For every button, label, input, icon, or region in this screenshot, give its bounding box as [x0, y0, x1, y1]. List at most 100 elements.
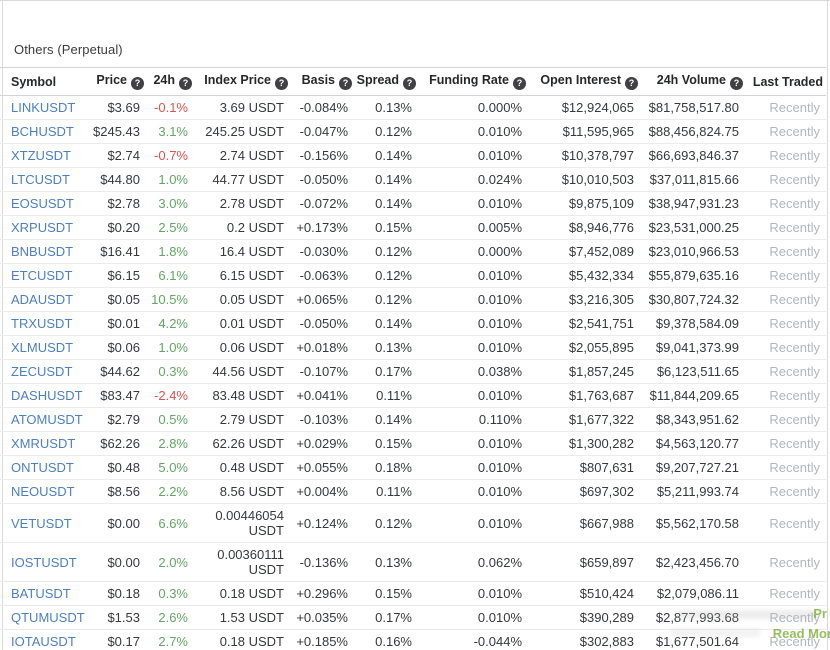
open-interest-cell: $1,763,687 — [528, 383, 640, 408]
table-row: EOSUSDT $2.78 3.0% 2.78 USDT -0.072% 0.1… — [0, 191, 826, 216]
volume-24h-cell: $81,758,517.80 — [640, 95, 745, 120]
funding-rate-cell: 0.010% — [418, 383, 528, 408]
basis-cell: -0.136% — [290, 542, 354, 582]
volume-24h-cell: $4,563,120.77 — [640, 431, 745, 456]
spread-cell: 0.17% — [354, 359, 418, 384]
read-more-link[interactable]: Read Mor — [772, 626, 830, 641]
table-row: ETCUSDT $6.15 6.1% 6.15 USDT -0.063% 0.1… — [0, 263, 826, 288]
index-price-cell: 62.26 USDT — [194, 431, 290, 456]
index-price-cell: 0.00446054 USDT — [194, 503, 290, 543]
table-row: ADAUSDT $0.05 10.5% 0.05 USDT +0.065% 0.… — [0, 287, 826, 312]
volume-24h-cell: $2,079,086.11 — [640, 581, 745, 606]
help-icon[interactable]: ? — [179, 77, 192, 90]
help-icon[interactable]: ? — [403, 77, 416, 90]
basis-cell: +0.018% — [290, 335, 354, 360]
help-icon[interactable]: ? — [625, 77, 638, 90]
table-row: BCHUSDT $245.43 3.1% 245.25 USDT -0.047%… — [0, 119, 826, 144]
col-header-price: Price? — [88, 67, 146, 96]
table-row: QTUMUSDT $1.53 2.6% 1.53 USDT +0.035% 0.… — [0, 605, 826, 630]
funding-rate-cell: 0.010% — [418, 311, 528, 336]
last-traded-cell: Recently — [745, 335, 826, 360]
change-24h-cell: 1.8% — [146, 239, 194, 264]
symbol-link[interactable]: ATOMUSDT — [11, 412, 83, 427]
symbol-link[interactable]: BCHUSDT — [11, 124, 74, 139]
symbol-link[interactable]: XRPUSDT — [11, 220, 74, 235]
last-traded-cell: Recently — [745, 167, 826, 192]
volume-24h-cell: $23,010,966.53 — [640, 239, 745, 264]
help-icon[interactable]: ? — [513, 77, 526, 90]
col-header-funding-rate: Funding Rate? — [418, 67, 528, 96]
last-traded-cell: Recently — [745, 431, 826, 456]
spread-cell: 0.13% — [354, 335, 418, 360]
index-price-cell: 44.56 USDT — [194, 359, 290, 384]
change-24h-cell: 2.2% — [146, 479, 194, 504]
price-cell: $6.15 — [88, 263, 146, 288]
table-row: TRXUSDT $0.01 4.2% 0.01 USDT -0.050% 0.1… — [0, 311, 826, 336]
open-interest-cell: $7,452,089 — [528, 239, 640, 264]
price-cell: $0.17 — [88, 629, 146, 650]
index-price-cell: 83.48 USDT — [194, 383, 290, 408]
change-24h-cell: 0.5% — [146, 407, 194, 432]
open-interest-cell: $390,289 — [528, 605, 640, 630]
price-cell: $2.79 — [88, 407, 146, 432]
symbol-link[interactable]: XMRUSDT — [11, 436, 76, 451]
basis-cell: -0.030% — [290, 239, 354, 264]
open-interest-cell: $2,541,751 — [528, 311, 640, 336]
basis-cell: +0.004% — [290, 479, 354, 504]
index-price-cell: 1.53 USDT — [194, 605, 290, 630]
symbol-link[interactable]: IOTAUSDT — [11, 634, 76, 649]
symbol-link[interactable]: BATUSDT — [11, 586, 71, 601]
volume-24h-cell: $38,947,931.23 — [640, 191, 745, 216]
symbol-link[interactable]: NEOUSDT — [11, 484, 75, 499]
help-icon[interactable]: ? — [339, 77, 352, 90]
help-icon[interactable]: ? — [730, 77, 743, 90]
symbol-link[interactable]: LINKUSDT — [11, 100, 76, 115]
symbol-link[interactable]: QTUMUSDT — [11, 610, 85, 625]
open-interest-cell: $1,857,245 — [528, 359, 640, 384]
symbol-link[interactable]: BNBUSDT — [11, 244, 74, 259]
change-24h-cell: 2.6% — [146, 605, 194, 630]
symbol-link[interactable]: ADAUSDT — [11, 292, 74, 307]
symbol-link[interactable]: EOSUSDT — [11, 196, 74, 211]
symbol-link[interactable]: ZECUSDT — [11, 364, 73, 379]
index-price-cell: 8.56 USDT — [194, 479, 290, 504]
col-header-label: Basis — [301, 73, 335, 87]
symbol-link[interactable]: VETUSDT — [11, 515, 72, 531]
symbol-link[interactable]: TRXUSDT — [11, 316, 73, 331]
basis-cell: -0.050% — [290, 311, 354, 336]
symbol-link[interactable]: IOSTUSDT — [11, 554, 77, 570]
symbol-cell: ETCUSDT — [0, 263, 88, 288]
change-24h-cell: 1.0% — [146, 335, 194, 360]
symbol-link[interactable]: XLMUSDT — [11, 340, 74, 355]
table-row: BATUSDT $0.18 0.3% 0.18 USDT +0.296% 0.1… — [0, 581, 826, 606]
help-icon[interactable]: ? — [131, 77, 144, 90]
basis-cell: +0.041% — [290, 383, 354, 408]
symbol-link[interactable]: LTCUSDT — [11, 172, 70, 187]
spread-cell: 0.14% — [354, 191, 418, 216]
symbol-cell: LTCUSDT — [0, 167, 88, 192]
table-header-row: Symbol Price? 24h? Index Price? Basis? S… — [0, 67, 826, 96]
open-interest-cell: $1,677,322 — [528, 407, 640, 432]
last-traded-cell: Recently — [745, 407, 826, 432]
index-price-cell: 3.69 USDT — [194, 95, 290, 120]
last-traded-cell: Recently — [745, 383, 826, 408]
volume-24h-cell: $23,531,000.25 — [640, 215, 745, 240]
price-cell: $245.43 — [88, 119, 146, 144]
symbol-link[interactable]: ONTUSDT — [11, 460, 74, 475]
help-icon[interactable]: ? — [275, 77, 288, 90]
symbol-link[interactable]: XTZUSDT — [11, 148, 71, 163]
last-traded-cell: Recently — [745, 503, 826, 543]
funding-rate-cell: 0.000% — [418, 239, 528, 264]
symbol-link[interactable]: DASHUSDT — [11, 388, 83, 403]
index-price-cell: 0.06 USDT — [194, 335, 290, 360]
funding-rate-cell: 0.010% — [418, 335, 528, 360]
index-price-cell: 0.00360111 USDT — [194, 542, 290, 582]
funding-rate-cell: 0.010% — [418, 455, 528, 480]
price-cell: $83.47 — [88, 383, 146, 408]
change-24h-cell: 3.1% — [146, 119, 194, 144]
last-traded-cell: Recently — [745, 287, 826, 312]
col-header-label: Funding Rate — [429, 73, 509, 87]
symbol-link[interactable]: ETCUSDT — [11, 268, 73, 283]
col-header-spread: Spread? — [354, 67, 418, 96]
